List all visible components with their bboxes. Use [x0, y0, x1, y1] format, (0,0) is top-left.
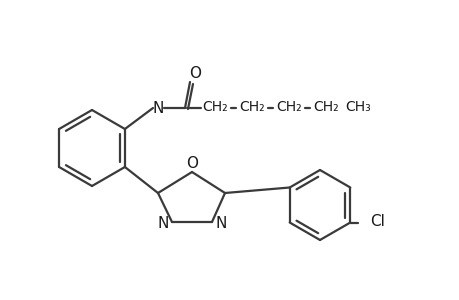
Text: O: O: [185, 155, 197, 170]
Text: Cl: Cl: [369, 214, 384, 229]
Text: O: O: [189, 65, 201, 80]
Text: CH₂: CH₂: [202, 100, 227, 114]
Text: CH₂: CH₂: [313, 100, 338, 114]
Text: CH₃: CH₃: [344, 100, 370, 114]
Text: N: N: [157, 215, 168, 230]
Text: CH₂: CH₂: [275, 100, 301, 114]
Text: N: N: [215, 215, 226, 230]
Text: N: N: [152, 100, 163, 116]
Text: CH₂: CH₂: [239, 100, 264, 114]
